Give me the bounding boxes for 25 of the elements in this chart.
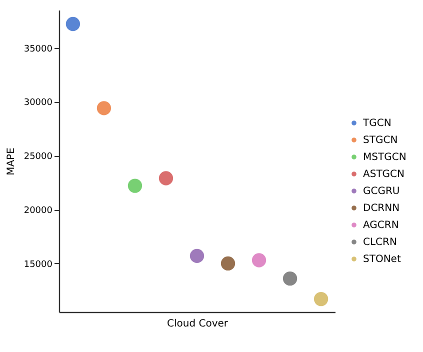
legend-label: MSTGCN (363, 152, 406, 163)
point (220, 255, 236, 272)
point (312, 290, 330, 308)
point (282, 270, 298, 287)
legend-label: DCRNN (363, 203, 400, 214)
legend-label: STGCN (363, 135, 398, 146)
legend-label: CLCRN (363, 237, 397, 248)
x-axis-title: Cloud Cover (166, 318, 229, 330)
legend-label: ASTGCN (363, 169, 405, 180)
point (126, 178, 144, 194)
y-tick-label: 35000 (24, 44, 53, 54)
y-tick-label: 20000 (24, 206, 53, 216)
point (96, 100, 112, 116)
y-tick-label: 25000 (24, 152, 53, 162)
legend-label: GCGRU (363, 186, 400, 197)
y-tick-label: 30000 (24, 98, 53, 108)
point (250, 252, 268, 268)
legend-label: AGCRN (363, 220, 399, 231)
y-axis-title: MAPE (6, 148, 17, 176)
point (158, 170, 174, 186)
y-tick-label: 15000 (24, 260, 53, 270)
point (64, 16, 82, 32)
legend-label: STONet (363, 254, 401, 265)
point (188, 248, 206, 264)
legend-label: TGCN (362, 118, 392, 129)
